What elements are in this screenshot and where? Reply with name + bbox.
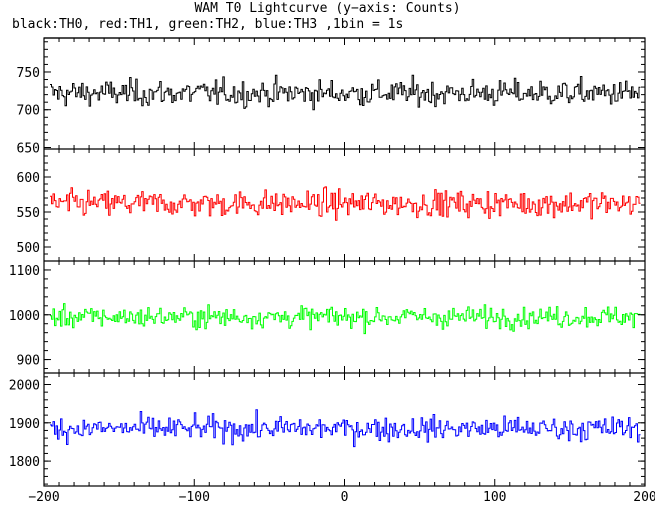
chart-title: WAM T0 Lightcurve (y−axis: Counts) xyxy=(194,1,461,16)
x-tick-label: 0 xyxy=(341,490,349,505)
y-tick-label: 1900 xyxy=(9,417,40,432)
x-tick-label: 100 xyxy=(483,490,506,505)
y-tick-label: 500 xyxy=(17,241,40,256)
y-tick-label: 750 xyxy=(17,66,40,81)
x-tick-label: −100 xyxy=(179,490,210,505)
chart-subtitle: black:TH0, red:TH1, green:TH2, blue:TH3 … xyxy=(12,17,404,32)
y-tick-label: 900 xyxy=(17,354,40,369)
y-tick-label: 700 xyxy=(17,104,40,119)
y-tick-label: 650 xyxy=(17,141,40,156)
x-tick-label: 200 xyxy=(633,490,655,505)
y-tick-label: 2000 xyxy=(9,378,40,393)
x-tick-label: −200 xyxy=(28,490,59,505)
series-line-th0 xyxy=(50,74,641,111)
y-tick-label: 1800 xyxy=(9,455,40,470)
y-tick-label: 600 xyxy=(17,171,40,186)
y-tick-label: 1000 xyxy=(9,309,40,324)
y-tick-label: 550 xyxy=(17,206,40,221)
series-line-th1 xyxy=(50,186,641,221)
y-tick-label: 1100 xyxy=(9,264,40,279)
series-line-th2 xyxy=(50,303,641,335)
series-line-th3 xyxy=(50,409,641,448)
